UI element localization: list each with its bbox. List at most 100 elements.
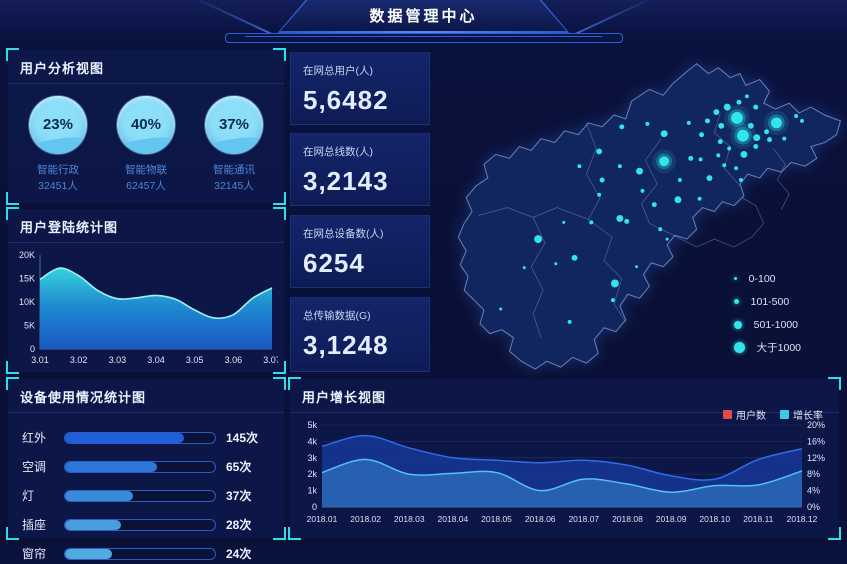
corner-bracket	[273, 48, 286, 61]
legend-label: 101-500	[750, 295, 790, 308]
gauge-admin[interactable]: 23% 智能行政 32451人	[14, 96, 101, 195]
svg-text:5k: 5k	[307, 420, 317, 430]
device-value: 37次	[226, 489, 252, 503]
svg-text:2018.06: 2018.06	[525, 514, 556, 524]
corner-bracket	[6, 207, 19, 220]
svg-text:3.01: 3.01	[31, 355, 49, 365]
legend-dot-large	[733, 320, 742, 329]
device-label: 空调	[22, 460, 47, 474]
device-bar-row: 插座 28次	[22, 514, 270, 535]
svg-text:3.03: 3.03	[109, 355, 127, 365]
svg-text:12%: 12%	[807, 453, 825, 463]
liquid-gauge-circle: 40%	[116, 96, 175, 154]
device-label: 红外	[22, 431, 47, 445]
map-legend-row[interactable]: 101-500	[733, 290, 801, 313]
map-legend-row[interactable]: 501-1000	[733, 313, 801, 336]
device-bar-row: 窗帘 24次	[22, 543, 270, 564]
device-label: 窗帘	[22, 547, 47, 561]
corner-bracket	[273, 361, 286, 374]
panel-title-device-usage: 设备使用情况统计图	[8, 379, 284, 413]
bar-fill	[65, 519, 121, 530]
map-legend-row[interactable]: 大于1000	[733, 336, 801, 359]
device-bar-row: 空调 65次	[22, 456, 270, 477]
svg-text:15K: 15K	[19, 274, 35, 284]
svg-text:16%: 16%	[807, 436, 825, 446]
bar-fill	[65, 548, 112, 559]
stat-label: 在网总线数(人)	[303, 146, 373, 158]
svg-text:8%: 8%	[807, 469, 820, 479]
corner-bracket	[828, 527, 841, 540]
growth-area-chart: 0 0% 1k 4% 2k 8% 3k 12% 4k 16% 5k 20% 2018.01 2018.02…	[307, 420, 825, 524]
panel-user-growth: 用户增长视图 用户数 增长率 0 0% 1k 4% 2k 8% 3k 12% 4k 16% 5k 20…	[288, 377, 841, 540]
stat-value: 3,1248	[303, 330, 389, 360]
svg-text:3k: 3k	[307, 453, 317, 463]
region-map: 0-100 101-500 501-1000 大于1000	[436, 50, 847, 375]
gauge-percent: 40%	[130, 116, 161, 133]
legend-label: 用户数	[736, 411, 766, 422]
corner-bracket	[6, 361, 19, 374]
svg-text:1k: 1k	[307, 486, 317, 496]
svg-text:2018.12: 2018.12	[787, 514, 818, 524]
svg-text:2018.10: 2018.10	[699, 514, 730, 524]
growth-chart-legend: 用户数 增长率	[723, 407, 823, 422]
svg-text:2018.07: 2018.07	[568, 514, 599, 524]
panel-login-stats: 用户登陆统计图 0 5K 10K 15K 20K 3.01 3.02 3.03 3.04 3.05…	[6, 207, 286, 374]
stat-card-total-devices: 在网总设备数(人) 6254	[290, 215, 430, 288]
gauge-iot[interactable]: 40% 智能物联 62457人	[102, 96, 189, 195]
corner-bracket	[273, 527, 286, 540]
corner-bracket	[288, 527, 301, 540]
legend-label: 大于1000	[756, 342, 801, 354]
corner-bracket	[6, 192, 19, 205]
gauge-row: 23% 智能行政 32451人 40% 智能物联 62457人 37%	[8, 84, 284, 195]
legend-dot-medium	[733, 299, 739, 304]
bar-track	[64, 431, 216, 444]
device-label: 灯	[22, 489, 35, 503]
panel-user-analysis: 用户分析视图 23% 智能行政 32451人 40% 智能物联 62457人	[6, 48, 286, 205]
corner-bracket	[828, 377, 841, 390]
svg-text:2018.02: 2018.02	[350, 514, 381, 524]
svg-text:3.06: 3.06	[225, 355, 243, 365]
panel-title-user-analysis: 用户分析视图	[8, 50, 284, 84]
bar-fill	[65, 461, 157, 472]
svg-text:10K: 10K	[19, 297, 35, 307]
svg-text:2018.11: 2018.11	[743, 514, 773, 524]
device-value: 28次	[226, 518, 252, 532]
gauge-label: 智能物联 62457人	[124, 164, 167, 193]
corner-bracket	[273, 192, 286, 205]
svg-text:2018.04: 2018.04	[438, 514, 469, 524]
svg-text:2018.08: 2018.08	[612, 514, 643, 524]
bar-track	[64, 518, 216, 531]
svg-text:3.04: 3.04	[147, 355, 165, 365]
bar-track	[64, 489, 216, 502]
legend-dot-small	[733, 277, 737, 280]
corner-bracket	[273, 377, 286, 390]
legend-dot-xlarge	[733, 342, 745, 353]
svg-text:0: 0	[312, 502, 317, 512]
page-title: 数据管理中心	[369, 8, 478, 25]
corner-bracket	[6, 48, 19, 61]
map-legend-row[interactable]: 0-100	[733, 267, 801, 290]
stat-card-total-users: 在网总用户(人) 5,6482	[290, 52, 430, 125]
legend-swatch-users	[723, 410, 732, 419]
legend-label: 501-1000	[753, 318, 799, 331]
device-value: 24次	[226, 547, 252, 561]
bar-fill	[65, 490, 133, 501]
svg-text:2018.09: 2018.09	[656, 514, 687, 524]
svg-text:20%: 20%	[807, 420, 825, 430]
svg-text:3.05: 3.05	[186, 355, 204, 365]
map-legend: 0-100 101-500 501-1000 大于1000	[733, 267, 801, 359]
panel-device-usage: 设备使用情况统计图 红外 145次 空调 65次 灯 37次 插座 28次 窗帘…	[6, 377, 286, 561]
svg-text:0%: 0%	[807, 502, 820, 512]
stat-value: 5,6482	[303, 85, 389, 115]
stat-card-total-data: 总传输数据(G) 3,1248	[290, 297, 430, 372]
legend-item-growth-rate[interactable]: 增长率	[780, 407, 823, 422]
corner-bracket	[6, 377, 19, 390]
liquid-gauge-circle: 37%	[204, 96, 263, 154]
stat-value: 3,2143	[303, 166, 389, 196]
header-decoration-right	[574, 0, 658, 35]
bar-fill	[65, 432, 184, 443]
gauge-comm[interactable]: 37% 智能通讯 32145人	[190, 96, 277, 195]
device-bar-row: 红外 145次	[22, 427, 270, 448]
svg-text:2018.05: 2018.05	[481, 514, 512, 524]
legend-item-users[interactable]: 用户数	[723, 407, 766, 422]
